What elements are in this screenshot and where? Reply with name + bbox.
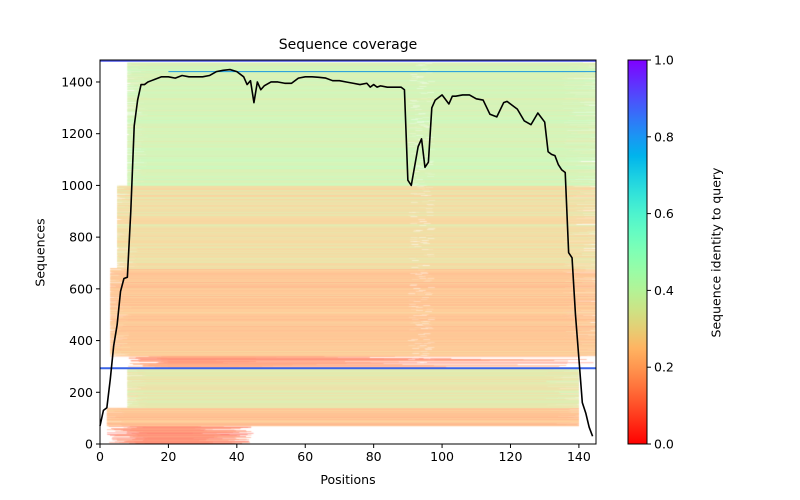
coverage-heatmap — [100, 60, 596, 444]
y-tick-label: 800 — [69, 230, 93, 245]
x-tick-label: 0 — [96, 449, 104, 464]
x-tick-label: 100 — [430, 449, 454, 464]
x-tick-label: 120 — [499, 449, 523, 464]
y-tick-label: 0 — [85, 437, 93, 452]
x-tick-label: 80 — [366, 449, 382, 464]
colorbar-tick-label: 1.0 — [654, 53, 674, 68]
x-tick-label: 20 — [160, 449, 176, 464]
colorbar-tick-label: 0.0 — [654, 437, 674, 452]
x-tick-label: 140 — [567, 449, 591, 464]
y-tick-label: 400 — [69, 333, 93, 348]
y-tick-label: 600 — [69, 281, 93, 296]
y-tick-label: 1400 — [61, 74, 93, 89]
plot-frame — [99, 59, 597, 445]
x-axis-label: Positions — [320, 472, 376, 487]
colorbar — [627, 59, 648, 445]
colorbar-tick-label: 0.8 — [654, 129, 674, 144]
colorbar-tick-label: 0.6 — [654, 206, 674, 221]
coverage-line — [99, 68, 594, 437]
colorbar-tick-label: 0.2 — [654, 360, 674, 375]
chart-title: Sequence coverage — [278, 37, 418, 53]
y-axis-label: Sequences — [32, 218, 48, 287]
x-tick-label: 40 — [229, 449, 245, 464]
colorbar-label: Sequence identity to query — [708, 167, 724, 338]
y-tick-label: 1200 — [61, 126, 93, 141]
colorbar-tick-label: 0.4 — [654, 283, 674, 298]
y-tick-label: 200 — [69, 385, 93, 400]
y-tick-label: 1000 — [61, 178, 93, 193]
x-tick-label: 60 — [297, 449, 313, 464]
